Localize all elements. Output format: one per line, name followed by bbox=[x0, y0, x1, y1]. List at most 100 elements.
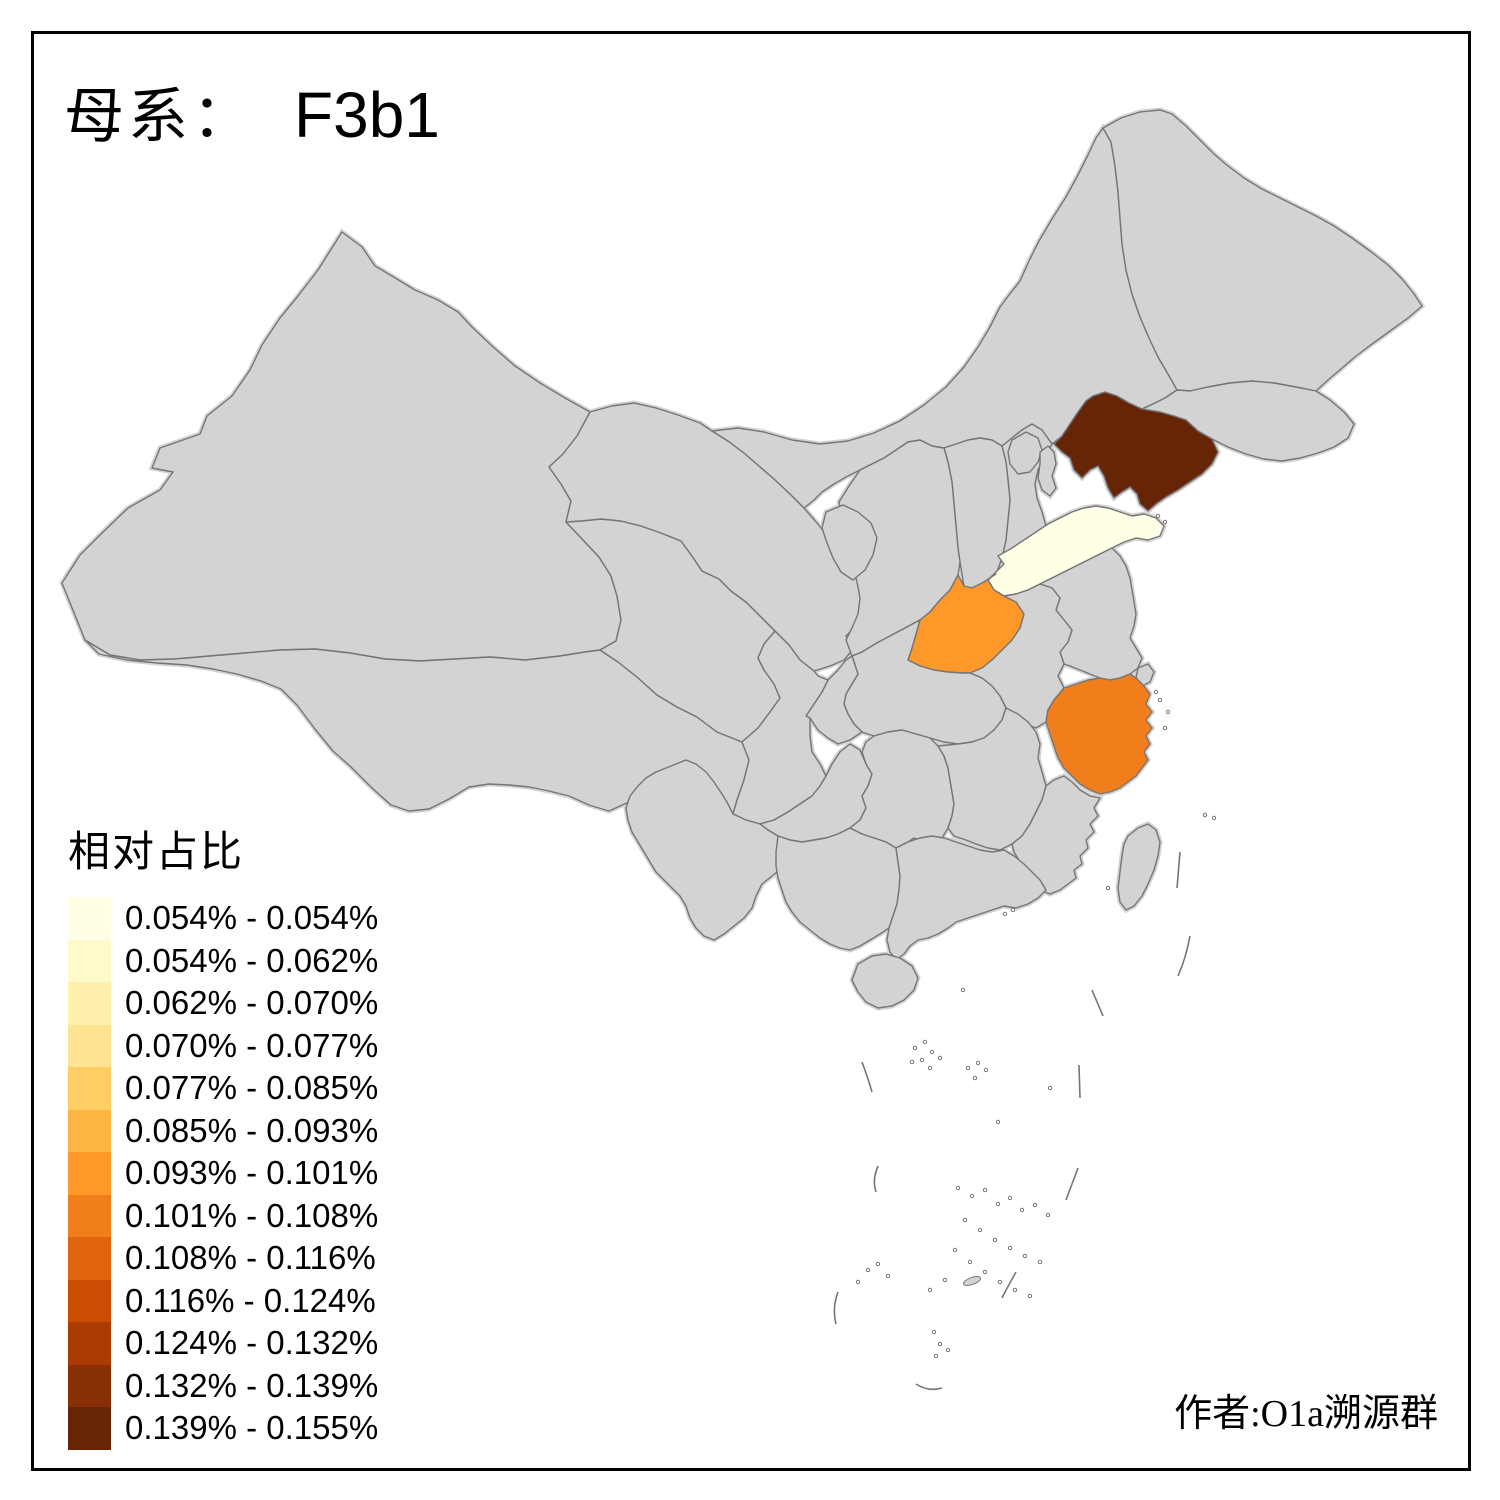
island-dot bbox=[945, 1347, 951, 1353]
island-dot bbox=[919, 1057, 925, 1063]
island-dot bbox=[962, 1217, 968, 1223]
province-liaoning bbox=[1053, 391, 1219, 512]
island-dot bbox=[982, 1187, 988, 1193]
island-dot bbox=[912, 1045, 918, 1051]
island-dot bbox=[967, 1259, 973, 1265]
island-dot bbox=[997, 1279, 1003, 1285]
province-hainan bbox=[851, 953, 919, 1009]
island-dot bbox=[937, 1055, 943, 1061]
province-zhejiang bbox=[1045, 673, 1153, 795]
legend-title: 相对占比 bbox=[68, 830, 245, 876]
legend-label: 0.054% - 0.054% bbox=[125, 899, 379, 937]
sea-dash-segment bbox=[861, 1061, 873, 1093]
legend-item: 0.132% - 0.139% bbox=[68, 1364, 379, 1407]
islet bbox=[962, 1275, 982, 1287]
island-dot bbox=[965, 1065, 971, 1071]
province-xinjiang bbox=[61, 231, 622, 662]
title-haplogroup: F3b1 bbox=[294, 79, 440, 151]
plot-frame bbox=[31, 31, 1471, 1471]
legend-swatch bbox=[68, 1364, 111, 1407]
legend-item: 0.085% - 0.093% bbox=[68, 1109, 379, 1152]
island-dot bbox=[977, 1227, 983, 1233]
island-dot bbox=[1162, 519, 1168, 525]
island-dot bbox=[909, 1059, 915, 1065]
province-ningxia bbox=[821, 504, 878, 581]
legend-item: 0.093% - 0.101% bbox=[68, 1152, 378, 1195]
sea-dash-segment bbox=[1177, 935, 1191, 977]
island-dot bbox=[927, 1065, 933, 1071]
legend-label: 0.139% - 0.155% bbox=[125, 1409, 379, 1447]
legend-item: 0.077% - 0.085% bbox=[68, 1067, 378, 1110]
island-dot bbox=[931, 1329, 937, 1335]
island-dot bbox=[885, 1273, 891, 1279]
legend-label: 0.124% - 0.132% bbox=[125, 1324, 379, 1362]
legend-item: 0.054% - 0.054% bbox=[68, 897, 378, 940]
sea-dash-segment bbox=[1091, 989, 1104, 1017]
province-guangxi bbox=[775, 827, 901, 951]
island-dot bbox=[972, 1075, 978, 1081]
island-dot bbox=[1047, 1085, 1053, 1091]
island-dot bbox=[1012, 1287, 1018, 1293]
province-beijing bbox=[1007, 431, 1043, 475]
legend-item: 0.070% - 0.077% bbox=[68, 1024, 378, 1067]
legend-swatch bbox=[68, 897, 111, 940]
legend-rows: 0.054% - 0.054% 0.054% - 0.062% 0.062% - 0… bbox=[68, 897, 378, 1450]
legend-item: 0.054% - 0.062% bbox=[68, 939, 379, 982]
legend-label: 0.093% - 0.101% bbox=[125, 1154, 379, 1192]
legend-label: 0.054% - 0.062% bbox=[125, 941, 379, 979]
legend-swatch bbox=[68, 1407, 111, 1450]
legend-item: 0.101% - 0.108% bbox=[68, 1194, 379, 1237]
legend-swatch bbox=[68, 982, 111, 1025]
island-dot bbox=[927, 1287, 933, 1293]
island-dot bbox=[992, 1237, 998, 1243]
island-dot bbox=[1165, 709, 1171, 715]
province-taiwan bbox=[1117, 823, 1161, 911]
title-prefix: 母系： bbox=[64, 84, 256, 150]
province-tianjin bbox=[1037, 445, 1057, 497]
sea-dash-segment bbox=[1176, 851, 1181, 889]
island-dot bbox=[1002, 911, 1008, 917]
island-dot bbox=[1157, 697, 1163, 703]
legend: 相对占比 0.054% - 0.054% 0.054% - 0.062% 0.062… bbox=[68, 818, 378, 1450]
island-dot bbox=[933, 1353, 939, 1359]
sea-dash-segment bbox=[1001, 1271, 1017, 1299]
legend-swatch bbox=[68, 939, 111, 982]
island-dot bbox=[960, 987, 966, 993]
sea-dash-segment bbox=[915, 1383, 943, 1391]
sea-dash-segment bbox=[873, 1165, 879, 1193]
island-dot bbox=[1037, 1259, 1043, 1265]
island-dot bbox=[1032, 1202, 1038, 1208]
legend-swatch bbox=[68, 1024, 111, 1067]
island-dot bbox=[995, 1119, 1001, 1125]
legend-item: 0.108% - 0.116% bbox=[68, 1237, 378, 1280]
island-dot bbox=[942, 1277, 948, 1283]
legend-swatch bbox=[68, 1109, 111, 1152]
island-dot bbox=[975, 1060, 981, 1066]
island-dot bbox=[1202, 812, 1208, 818]
legend-label: 0.101% - 0.108% bbox=[125, 1196, 379, 1234]
legend-swatch bbox=[68, 1279, 111, 1322]
island-dot bbox=[1153, 689, 1159, 695]
island-dot bbox=[969, 1193, 975, 1199]
legend-label: 0.085% - 0.093% bbox=[125, 1111, 379, 1149]
island-dot bbox=[1045, 1212, 1051, 1218]
legend-item: 0.124% - 0.132% bbox=[68, 1322, 378, 1365]
legend-item: 0.139% - 0.155% bbox=[68, 1407, 378, 1450]
island-dot bbox=[922, 1039, 928, 1045]
sea-dash-segment bbox=[1065, 1167, 1079, 1201]
attribution-text: 作者:O1a溯源群 bbox=[1174, 1393, 1438, 1435]
island-dot bbox=[1007, 1245, 1013, 1251]
legend-swatch bbox=[68, 1152, 111, 1195]
island-dot bbox=[1022, 1253, 1028, 1259]
island-dot bbox=[952, 1247, 958, 1253]
legend-label: 0.108% - 0.116% bbox=[125, 1239, 376, 1277]
island-dot bbox=[1155, 513, 1161, 519]
island-dot bbox=[929, 1049, 935, 1055]
island-dot bbox=[1105, 885, 1111, 891]
legend-swatch bbox=[68, 1322, 111, 1365]
legend-label: 0.132% - 0.139% bbox=[125, 1366, 379, 1404]
province-guangdong bbox=[886, 835, 1047, 961]
island-dot bbox=[982, 1269, 988, 1275]
legend-label: 0.077% - 0.085% bbox=[125, 1069, 379, 1107]
